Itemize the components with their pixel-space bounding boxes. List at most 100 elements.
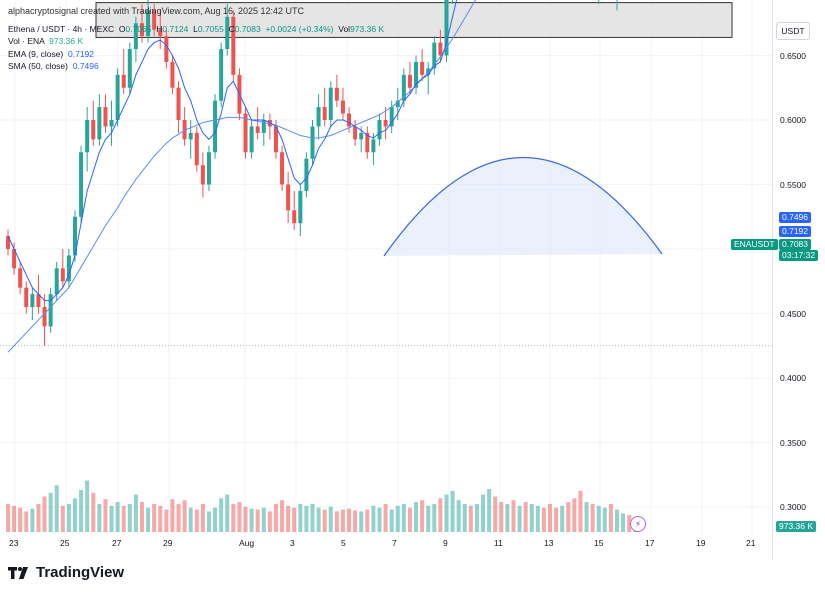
volume-bar	[188, 507, 193, 532]
candle-body	[170, 61, 175, 88]
volume-bar	[316, 507, 321, 532]
legend-volume-value: 973.36 K	[49, 36, 84, 47]
legend-volume-row[interactable]: Vol · ENA 973.36 K	[8, 35, 384, 47]
legend-open-label: O	[118, 24, 126, 34]
volume-bar	[79, 489, 84, 532]
time-tick-label: 13	[544, 538, 554, 548]
candle-body	[298, 190, 303, 224]
candle-body	[280, 152, 285, 185]
candle	[91, 100, 96, 146]
candle	[182, 107, 187, 146]
volume-bar	[85, 480, 90, 532]
volume-bar	[401, 503, 406, 532]
candles	[6, 0, 618, 346]
candle-body	[48, 294, 53, 327]
candle	[426, 61, 431, 95]
candle-body	[286, 184, 291, 211]
volume-bar	[60, 505, 65, 532]
volume-bar	[347, 508, 352, 532]
volume-bar	[535, 505, 540, 532]
volume-bar	[176, 503, 181, 532]
volume-bar	[206, 511, 211, 532]
time-tick-label: 25	[60, 538, 70, 548]
legend-ema-row[interactable]: EMA (9, close) 0.7192	[8, 48, 384, 60]
volume-bar	[213, 507, 218, 532]
volume-bar	[243, 506, 248, 532]
volume-bar	[267, 511, 272, 532]
candle-body	[24, 287, 29, 308]
candle	[170, 55, 175, 95]
candle-body	[206, 152, 211, 185]
volume-bar	[468, 505, 473, 532]
legend: Ethena / USDT · 4h · MEXC O0.7065 H0.712…	[8, 23, 384, 72]
price-tick-label: 0.3500	[780, 437, 806, 448]
legend-high: 0.7124	[162, 24, 189, 34]
candle	[310, 120, 315, 166]
candle-body	[225, 16, 230, 50]
legend-ohlc-row[interactable]: Ethena / USDT · 4h · MEXC O0.7065 H0.712…	[8, 23, 384, 35]
time-tick-label: 11	[494, 538, 503, 548]
candle-body	[444, 0, 449, 56]
volume-bar	[255, 509, 260, 532]
ema-price-tag: 0.7192	[779, 226, 811, 237]
volume-bar	[438, 498, 443, 532]
candle-body	[249, 126, 254, 153]
volume-bar	[42, 496, 47, 532]
currency-selector[interactable]: USDT	[776, 22, 810, 40]
volume-bar	[596, 505, 601, 532]
volume-bar	[608, 503, 613, 532]
volume-bar	[377, 507, 382, 532]
candle-body	[12, 249, 17, 269]
time-tick-label: 9	[443, 538, 448, 548]
lightning-icon[interactable]: ⚡	[630, 516, 646, 532]
time-tick-label: 21	[746, 538, 756, 548]
volume-bar	[505, 503, 510, 532]
candle-body	[273, 126, 278, 153]
volume-bar	[54, 485, 59, 532]
volume-bar	[621, 513, 626, 532]
volume-bar	[72, 498, 77, 532]
volume-tag: 973.36 K	[776, 521, 817, 532]
candle	[127, 42, 132, 95]
candle	[616, 0, 618, 11]
candle-body	[438, 42, 443, 56]
candle-body	[54, 268, 59, 295]
volume-bar	[426, 505, 431, 532]
volume-bar	[554, 507, 559, 532]
candle	[97, 94, 102, 146]
candle-body	[255, 126, 260, 133]
volume-bar	[432, 503, 437, 532]
volume-bar	[24, 511, 29, 532]
legend-sma-row[interactable]: SMA (50, close) 0.7496	[8, 60, 384, 72]
price-axis[interactable]	[772, 0, 825, 560]
volume-bar	[450, 490, 455, 532]
candle	[377, 113, 382, 146]
volume-bar	[6, 503, 10, 532]
legend-ema-value: 0.7192	[68, 48, 95, 59]
volume-bar	[298, 503, 303, 532]
volume-bar	[602, 507, 607, 532]
legend-open: 0.7065	[125, 24, 152, 34]
candle-body	[139, 23, 144, 37]
candle	[121, 49, 126, 95]
candle	[292, 190, 297, 230]
candle-body	[109, 120, 114, 127]
volume-bar	[499, 502, 504, 532]
candle-body	[322, 107, 327, 120]
volume-bar	[517, 505, 522, 532]
candle-body	[353, 126, 358, 140]
candle	[60, 249, 65, 288]
candle	[261, 113, 266, 146]
tradingview-logo[interactable]: TradingView	[8, 564, 124, 581]
candle	[340, 87, 345, 120]
candle	[225, 3, 230, 56]
candle-body	[243, 113, 248, 153]
candle	[194, 126, 199, 172]
candle-body	[267, 120, 272, 127]
sma-price-tag: 0.7496	[779, 212, 811, 223]
volume-bar	[529, 503, 534, 532]
candle	[347, 107, 352, 133]
candle-body	[91, 120, 96, 140]
candle-body	[219, 49, 224, 101]
